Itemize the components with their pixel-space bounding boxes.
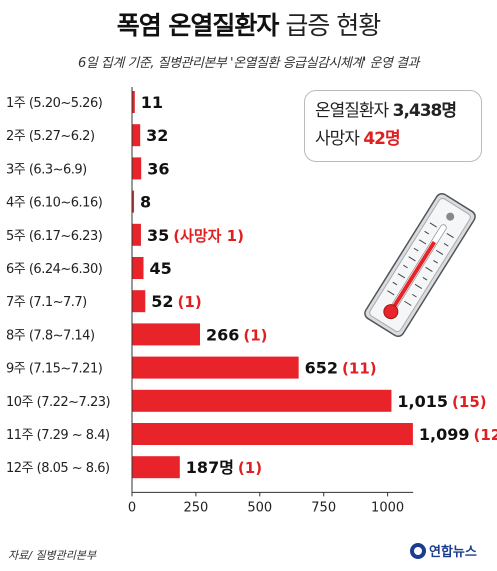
category-label: 12주 (8.05 ~ 8.6)	[6, 461, 110, 476]
data-label: 45	[150, 259, 172, 278]
data-label: 187명	[186, 458, 234, 477]
data-label: 36	[147, 159, 169, 178]
category-label: 8주 (7.8~7.14)	[6, 328, 95, 343]
patients-value: 3,438명	[392, 101, 457, 121]
category-label: 3주 (6.3~6.9)	[6, 162, 87, 177]
data-label: 266	[206, 325, 239, 344]
bar	[132, 423, 413, 445]
data-label: 35	[147, 226, 169, 245]
publisher-logo: 연합뉴스	[410, 541, 477, 560]
bar	[132, 356, 299, 379]
death-label: (11)	[342, 360, 377, 378]
x-tick-label: 0	[128, 500, 136, 515]
death-label: (사망자 1)	[173, 227, 244, 245]
logo-mark-icon	[410, 542, 426, 559]
bar	[132, 389, 392, 412]
summary-deaths: 사망자 42명	[315, 125, 471, 153]
summary-box: 온열질환자 3,438명 사망자 42명	[304, 90, 482, 162]
title-main: 폭염 온열질환자	[116, 11, 280, 40]
bar	[132, 323, 200, 346]
category-label: 9주 (7.15~7.21)	[6, 362, 102, 377]
death-label: (1)	[178, 293, 202, 311]
category-label: 10주 (7.22~7.23)	[6, 395, 110, 410]
bar	[132, 190, 135, 213]
summary-patients: 온열질환자 3,438명	[315, 97, 471, 125]
category-label: 5주 (6.17~6.23)	[6, 229, 102, 244]
category-label: 11주 (7.29 ~ 8.4)	[6, 428, 110, 443]
bar	[132, 257, 144, 279]
bar	[132, 456, 180, 479]
death-label: (1)	[243, 326, 267, 344]
deaths-label: 사망자	[315, 129, 360, 149]
logo-text: 연합뉴스	[429, 545, 477, 560]
data-label: 32	[146, 126, 168, 145]
bar	[132, 223, 141, 246]
page-title: 폭염 온열질환자 급증 현황	[0, 6, 497, 42]
death-label: (15)	[452, 393, 487, 411]
x-tick-label: 500	[247, 500, 272, 515]
data-label: 1,015	[397, 392, 448, 411]
deaths-value: 42명	[363, 129, 400, 149]
data-label: 1,099	[419, 425, 470, 444]
x-tick-label: 250	[183, 500, 208, 515]
bar	[132, 91, 135, 113]
bar	[132, 157, 142, 180]
category-label: 2주 (5.27~6.2)	[6, 129, 95, 144]
bar	[132, 124, 141, 147]
x-tick-label: 1000	[371, 500, 404, 515]
title-sub: 급증 현황	[285, 11, 381, 40]
category-label: 1주 (5.20~5.26)	[6, 96, 102, 111]
x-tick-label: 750	[311, 500, 336, 515]
data-label: 8	[140, 193, 151, 212]
thermometer-icon	[364, 192, 476, 338]
category-label: 7주 (7.1~7.7)	[6, 295, 87, 310]
category-label: 4주 (6.10~6.16)	[6, 196, 102, 211]
subtitle: 6일 집계 기준, 질병관리본부 '온열질환 응급실감시체계' 운영 결과	[78, 56, 419, 71]
data-label: 52	[151, 292, 173, 311]
data-label: 11	[141, 93, 163, 112]
death-label: (12)	[474, 426, 497, 444]
bar	[132, 290, 146, 313]
data-label: 652	[305, 359, 338, 378]
source-note: 자료/ 질병관리본부	[8, 549, 97, 562]
category-label: 6주 (6.24~6.30)	[6, 262, 102, 277]
patients-label: 온열질환자	[315, 101, 389, 121]
death-label: (1)	[238, 459, 262, 477]
